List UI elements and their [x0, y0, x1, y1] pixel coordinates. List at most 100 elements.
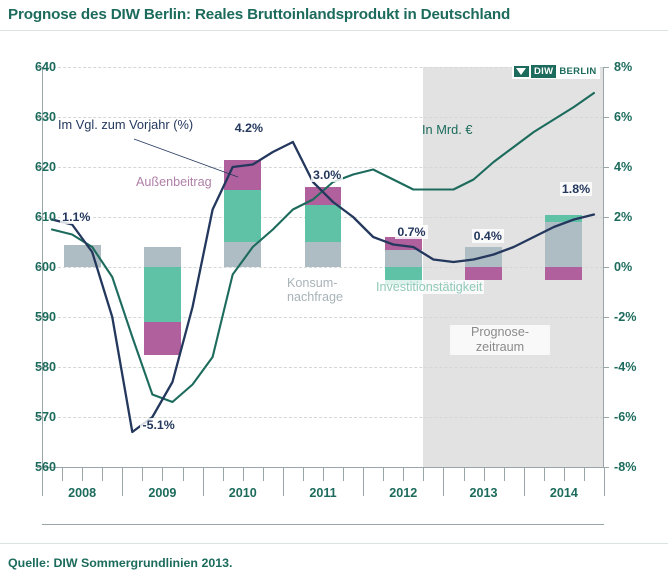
- bar-segment-investitionstaetigkeit: [545, 214, 583, 222]
- y-axis-right-tick-label: 6%: [614, 110, 633, 124]
- data-label-growth-2009: -5.1%: [140, 418, 177, 432]
- x-axis-quarter-tick: [242, 468, 244, 481]
- annotation-series-investition: Investitionstätigkeit: [374, 280, 485, 294]
- x-axis-quarter-tick: [543, 468, 545, 481]
- diw-logo-berlin-text: BERLIN: [559, 66, 597, 77]
- annotation-forecast-period: Prognose- zeitraum: [450, 325, 550, 356]
- x-axis-label: 2008: [68, 486, 97, 500]
- x-axis-quarter-tick: [302, 468, 304, 481]
- y-axis-left-tick-label: 590: [34, 310, 56, 324]
- y-axis-right-tick-label: -6%: [614, 410, 637, 424]
- annotation-line-level-label: In Mrd. €: [422, 122, 473, 137]
- x-axis-quarter-tick: [82, 468, 84, 481]
- y-axis-left-tick-label: 560: [34, 460, 56, 474]
- annotation-forecast-line2: zeitraum: [475, 340, 525, 355]
- y-axis-left-tick-label: 620: [34, 160, 56, 174]
- y-axis-left-tick-mark: [37, 167, 42, 168]
- x-axis-quarter-tick: [182, 468, 184, 481]
- y-axis-right-tick-mark: [604, 267, 609, 268]
- y-axis-right-tick-mark: [604, 417, 609, 418]
- page-title: Prognose des DIW Berlin: Reales Bruttoin…: [8, 6, 511, 23]
- y-axis-left-tick-mark: [37, 317, 42, 318]
- gridline: [43, 317, 603, 318]
- bar-segment-investitionstaetigkeit: [143, 267, 181, 322]
- data-label-growth-2014: 1.8%: [559, 181, 593, 196]
- y-axis-right-tick-label: 0%: [614, 260, 633, 274]
- y-axis-right-tick-mark: [604, 317, 609, 318]
- x-axis-quarter-tick: [142, 468, 144, 481]
- y-axis-left-tick-mark: [37, 367, 42, 368]
- annotation-line-pct-label: Im Vgl. zum Vorjahr (%): [58, 117, 194, 132]
- y-axis-right-tick-mark: [604, 167, 609, 168]
- x-axis-quarter-tick: [503, 468, 505, 481]
- bar-segment-aussenbeitrag: [465, 267, 503, 280]
- annotation-series-konsum-line2: nachfrage: [287, 290, 344, 305]
- x-axis-label: 2011: [309, 486, 337, 500]
- y-axis-right-tick-mark: [604, 367, 609, 368]
- data-label-growth-2011: 3.0%: [311, 168, 344, 182]
- gridline: [43, 67, 603, 68]
- annotation-series-konsum-line1: Konsum-: [287, 276, 338, 290]
- gridline: [43, 167, 603, 168]
- bar-segment-konsumnachfrage: [545, 222, 583, 267]
- x-axis-quarter-tick: [483, 468, 485, 481]
- y-axis-left-tick-mark: [37, 417, 42, 418]
- x-axis-label: 2013: [469, 486, 498, 500]
- data-label-growth-2012: 0.7%: [395, 225, 428, 239]
- y-axis-right-tick-mark: [604, 467, 609, 468]
- source-note: Quelle: DIW Sommergrundlinien 2013.: [8, 556, 233, 570]
- x-axis-year-tick: [443, 468, 445, 496]
- x-axis-quarter-tick: [102, 468, 104, 481]
- y-axis-right-tick-label: -8%: [614, 460, 637, 474]
- diw-logo-diw-text: DIW: [531, 65, 557, 78]
- bar-segment-investitionstaetigkeit: [224, 189, 262, 242]
- y-axis-right-tick-mark: [604, 217, 609, 218]
- x-axis-quarter-tick: [222, 468, 224, 481]
- annotation-forecast-line1: Prognose-: [470, 325, 530, 339]
- x-axis-year-tick: [604, 468, 605, 496]
- x-axis-quarter-tick: [162, 468, 164, 481]
- y-axis-left-tick-mark: [37, 67, 42, 68]
- x-axis-year-tick: [363, 468, 365, 496]
- x-axis-label: 2009: [148, 486, 177, 500]
- x-axis-quarter-tick: [583, 468, 585, 481]
- bar-segment-konsumnachfrage: [384, 249, 422, 267]
- x-axis-quarter-tick: [62, 468, 64, 481]
- y-axis-left-tick-mark: [37, 267, 42, 268]
- data-label-growth-2008: 1.1%: [60, 210, 93, 224]
- annotation-series-konsum: Konsum- nachfrage: [285, 276, 346, 305]
- y-axis-left-tick-mark: [37, 117, 42, 118]
- y-axis-left-tick-label: 640: [34, 60, 56, 74]
- data-label-growth-2013: 0.4%: [471, 228, 504, 243]
- x-axis-year-tick: [523, 468, 525, 496]
- y-axis-right-tick-label: -2%: [614, 310, 637, 324]
- plot-bottom-axis: [42, 467, 604, 468]
- x-axis-year-tick: [122, 468, 124, 496]
- x-axis-quarter-tick: [323, 468, 324, 481]
- y-axis-left-tick-label: 570: [34, 410, 56, 424]
- x-axis-baseline: [42, 524, 604, 525]
- x-axis-label: 2010: [228, 486, 257, 500]
- data-label-growth-2010: 4.2%: [232, 120, 265, 135]
- gridline: [43, 367, 603, 368]
- plot-area: Im Vgl. zum Vorjahr (%) In Mrd. € Außenb…: [42, 64, 605, 496]
- x-axis-quarter-tick: [563, 468, 565, 481]
- bar-segment-konsumnachfrage: [143, 247, 181, 267]
- x-axis-quarter-tick: [463, 468, 465, 481]
- y-axis-left-tick-label: 600: [34, 260, 56, 274]
- y-axis-left-tick-label: 610: [34, 210, 56, 224]
- y-axis-right-tick-label: -4%: [614, 360, 637, 374]
- x-axis-quarter-tick: [343, 468, 345, 481]
- y-axis-right-tick-label: 4%: [614, 160, 633, 174]
- plot-right-border: [603, 67, 604, 467]
- y-axis-right-tick-label: 2%: [614, 210, 633, 224]
- bar-segment-aussenbeitrag: [143, 322, 181, 355]
- x-axis-quarter-tick: [262, 468, 264, 481]
- y-axis-left-tick-mark: [37, 467, 42, 468]
- title-divider: [0, 30, 668, 31]
- annotation-leader-line: [133, 138, 239, 178]
- y-axis-right-tick-mark: [604, 117, 609, 118]
- x-axis-quarter-tick: [383, 468, 385, 481]
- y-axis-left-tick-label: 630: [34, 110, 56, 124]
